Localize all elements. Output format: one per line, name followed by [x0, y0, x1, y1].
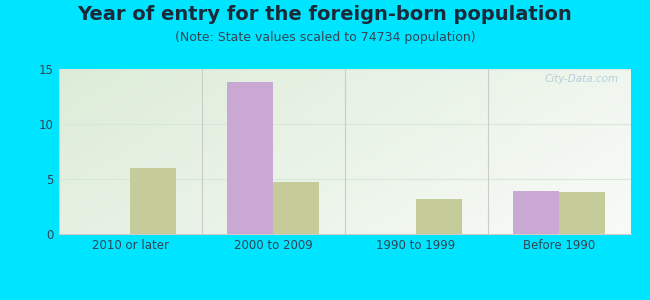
Bar — [559, 192, 604, 234]
Bar — [227, 82, 273, 234]
Text: City-Data.com: City-Data.com — [545, 74, 619, 84]
Bar — [416, 199, 462, 234]
Bar — [130, 168, 176, 234]
Text: (Note: State values scaled to 74734 population): (Note: State values scaled to 74734 popu… — [175, 32, 475, 44]
Text: Year of entry for the foreign-born population: Year of entry for the foreign-born popul… — [77, 4, 573, 23]
Bar — [514, 191, 559, 234]
Bar — [273, 182, 318, 234]
